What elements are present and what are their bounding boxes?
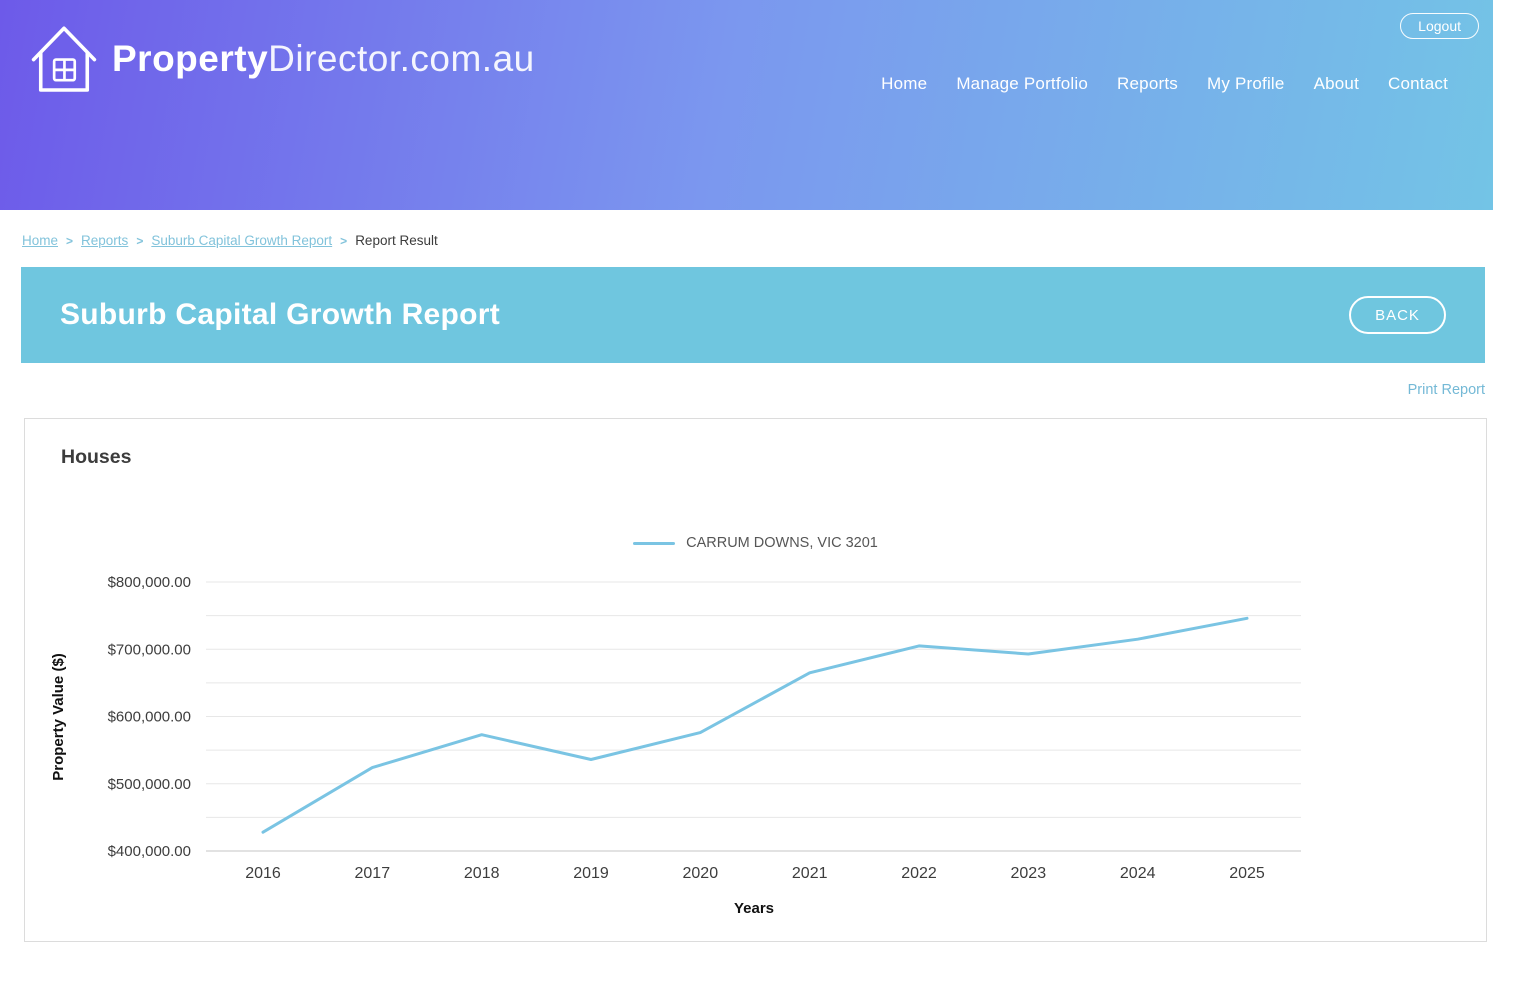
brand-logo[interactable]: PropertyDirector.com.au bbox=[30, 16, 535, 101]
y-tick-label: $800,000.00 bbox=[108, 574, 191, 591]
y-tick-label: $700,000.00 bbox=[108, 641, 191, 658]
growth-chart: $800,000.00 $700,000.00 $600,000.00 $500,00… bbox=[50, 574, 1301, 917]
brand-name-light: Director.com.au bbox=[268, 37, 535, 79]
x-tick-label: 2024 bbox=[1120, 865, 1156, 882]
x-tick-label: 2016 bbox=[245, 865, 281, 882]
breadcrumb-separator-icon: > bbox=[66, 233, 74, 248]
x-tick-label: 2021 bbox=[792, 865, 828, 882]
page-title: Suburb Capital Growth Report bbox=[60, 298, 501, 331]
y-tick-label: $600,000.00 bbox=[108, 709, 191, 726]
y-tick-label: $500,000.00 bbox=[108, 776, 191, 793]
report-banner: Suburb Capital Growth Report BACK bbox=[21, 267, 1485, 363]
breadcrumb-separator-icon: > bbox=[136, 233, 144, 248]
print-row: Print Report bbox=[0, 381, 1485, 399]
nav-item-about[interactable]: About bbox=[1313, 74, 1359, 93]
breadcrumb: Home > Reports > Suburb Capital Growth R… bbox=[22, 233, 1515, 248]
legend-line-swatch bbox=[633, 541, 676, 545]
house-logo-icon bbox=[30, 16, 98, 101]
brand-name: PropertyDirector.com.au bbox=[112, 38, 535, 80]
main-nav: Home Manage Portfolio Reports My Profile… bbox=[881, 74, 1448, 94]
nav-item-manage-portfolio[interactable]: Manage Portfolio bbox=[956, 74, 1089, 93]
back-button[interactable]: BACK bbox=[1349, 296, 1446, 334]
nav-item-my-profile[interactable]: My Profile bbox=[1206, 74, 1285, 93]
x-tick-label: 2019 bbox=[573, 865, 609, 882]
x-tick-label: 2023 bbox=[1011, 865, 1047, 882]
breadcrumb-separator-icon: > bbox=[340, 233, 348, 248]
breadcrumb-current: Report Result bbox=[355, 233, 438, 248]
nav-item-reports[interactable]: Reports bbox=[1117, 74, 1178, 93]
logout-button[interactable]: Logout bbox=[1400, 13, 1479, 39]
legend-label: CARRUM DOWNS, VIC 3201 bbox=[686, 535, 878, 551]
nav-item-home[interactable]: Home bbox=[881, 74, 928, 93]
site-header: PropertyDirector.com.au Logout Home Mana… bbox=[0, 0, 1493, 210]
print-report-link[interactable]: Print Report bbox=[1407, 382, 1485, 398]
nav-item-contact[interactable]: Contact bbox=[1388, 74, 1448, 93]
x-tick-label: 2018 bbox=[464, 865, 500, 882]
breadcrumb-link-reports[interactable]: Reports bbox=[81, 233, 129, 248]
x-tick-label: 2025 bbox=[1229, 865, 1265, 882]
y-axis-title: Property Value ($) bbox=[50, 653, 67, 781]
breadcrumb-link-suburb-capital-growth-report[interactable]: Suburb Capital Growth Report bbox=[151, 233, 333, 248]
chart-legend: CARRUM DOWNS, VIC 3201 bbox=[25, 535, 1486, 551]
y-tick-label: $400,000.00 bbox=[108, 843, 191, 860]
x-tick-label: 2020 bbox=[683, 865, 719, 882]
x-tick-label: 2022 bbox=[901, 865, 937, 882]
section-title: Houses bbox=[61, 446, 132, 468]
breadcrumb-link-home[interactable]: Home bbox=[22, 233, 59, 248]
x-tick-label: 2017 bbox=[355, 865, 391, 882]
brand-name-bold: Property bbox=[112, 37, 269, 79]
report-card: Houses CARRUM DOWNS, VIC 3201 $800,000.0… bbox=[24, 418, 1487, 942]
series-line-carrum-downs bbox=[261, 616, 1249, 834]
x-axis-title: Years bbox=[734, 900, 774, 917]
